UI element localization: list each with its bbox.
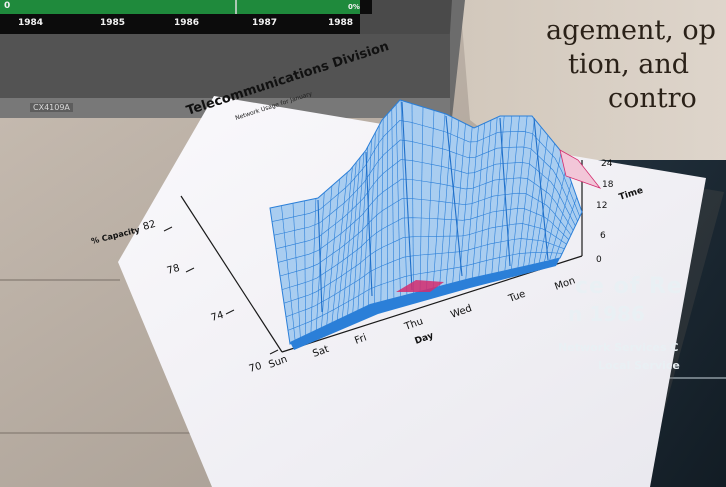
y-tick-82: 82	[142, 219, 157, 233]
mesh-contour	[277, 177, 574, 263]
copy-line-2: tion, and	[568, 49, 690, 80]
report-subtitle-network: Network Services C	[558, 341, 679, 354]
mesh-contour	[283, 223, 567, 304]
mesh-contour	[285, 238, 565, 318]
mesh-line	[400, 100, 408, 296]
mesh-line	[310, 198, 317, 335]
report-subtitle-local: Local Service	[598, 359, 680, 372]
mesh-contour	[279, 192, 572, 277]
z-tick-18: 18	[602, 180, 614, 190]
x-tick-sat: Sat	[311, 344, 330, 360]
y-tick-74: 74	[210, 310, 225, 324]
mesh-contour	[281, 208, 570, 290]
surface-highlight-trough	[396, 280, 444, 292]
y-tick-78: 78	[166, 263, 181, 277]
z-tick-12: 12	[596, 201, 607, 211]
copy-line-3: contro	[608, 83, 697, 114]
z-tick-24: 24	[601, 159, 613, 169]
monitor-year-1984: 1984	[18, 18, 44, 28]
z-tick-6: 6	[600, 231, 606, 241]
x-tick-fri: Fri	[353, 332, 368, 346]
mesh-contour	[275, 159, 576, 250]
monitor-axis-zero: 0	[4, 1, 11, 11]
mesh-line	[538, 152, 562, 264]
monitor-year-1987: 1987	[252, 18, 278, 28]
monitor-axis-pct: 0%	[348, 3, 360, 11]
y-tick-70: 70	[248, 361, 263, 375]
copy-line-1: agement, op	[546, 15, 716, 46]
mesh-contour	[271, 120, 581, 222]
monitor-green-plot	[0, 0, 360, 14]
monitor	[0, 0, 465, 118]
mesh-line	[458, 127, 473, 283]
y-axis-line	[180, 195, 283, 353]
mesh-contour	[273, 139, 578, 236]
report-title-line2: n 1986	[568, 302, 645, 326]
monitor-year-1985: 1985	[100, 18, 126, 28]
mesh-contour	[287, 252, 563, 331]
monitor-model-badge: CX4109A	[30, 103, 73, 112]
z-tick-0: 0	[596, 255, 602, 265]
monitor-year-1986: 1986	[174, 18, 200, 28]
surface-highlight-peak	[559, 149, 602, 189]
report-title-line1: ce of Re	[575, 274, 683, 299]
monitor-year-1988: 1988	[328, 18, 354, 28]
surface-mesh	[269, 99, 602, 350]
